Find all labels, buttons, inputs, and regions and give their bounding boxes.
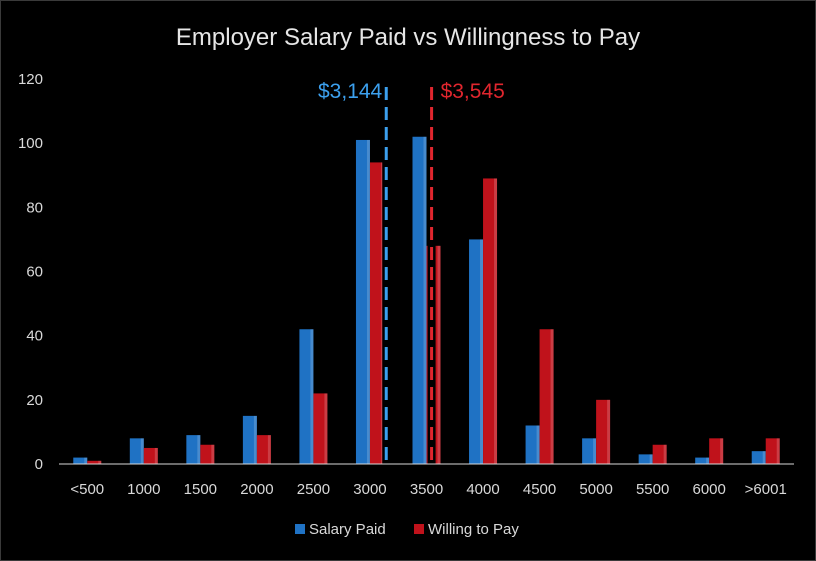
bar-salary-paid bbox=[751, 451, 766, 464]
bar-salary-paid bbox=[186, 435, 201, 464]
bar-highlight bbox=[140, 438, 144, 464]
bar-highlight bbox=[776, 438, 780, 464]
bar-highlight bbox=[154, 447, 158, 464]
x-axis: <500 1000 1500 2000 2500 3000 3500 4000 4500 5000… bbox=[70, 481, 786, 498]
legend-swatch bbox=[414, 524, 424, 534]
x-tick-label: 1000 bbox=[127, 481, 160, 498]
bar-highlight bbox=[536, 425, 540, 464]
bar-highlight bbox=[324, 393, 328, 464]
bar-salary-paid bbox=[73, 457, 88, 464]
bar-salary-paid bbox=[299, 329, 314, 464]
bar-salary-paid bbox=[242, 415, 257, 464]
bar-willing-to-pay bbox=[652, 444, 667, 464]
bar-highlight bbox=[550, 329, 554, 464]
x-tick-label: 4000 bbox=[466, 481, 499, 498]
legend: Salary Paid Willing to Pay bbox=[295, 521, 519, 538]
bar-highlight bbox=[310, 329, 314, 464]
bar-highlight bbox=[253, 415, 257, 464]
bar-highlight bbox=[720, 438, 724, 464]
bar-salary-paid bbox=[695, 457, 710, 464]
bar-highlight bbox=[84, 457, 88, 464]
bar-highlight bbox=[593, 438, 597, 464]
bar-highlight bbox=[98, 460, 102, 464]
x-tick-label: 1500 bbox=[184, 481, 217, 498]
bar-highlight bbox=[197, 435, 201, 464]
bar-willing-to-pay bbox=[539, 329, 554, 464]
y-tick-label: 100 bbox=[18, 135, 43, 152]
x-tick-label: 3000 bbox=[353, 481, 386, 498]
x-tick-label: 5500 bbox=[636, 481, 669, 498]
x-tick-label: >6001 bbox=[745, 481, 787, 498]
x-tick-label: 2500 bbox=[297, 481, 330, 498]
x-tick-label: 3500 bbox=[410, 481, 443, 498]
bar-salary-paid bbox=[582, 438, 597, 464]
bar-willing-to-pay bbox=[765, 438, 780, 464]
x-tick-label: 2000 bbox=[240, 481, 273, 498]
bar-highlight bbox=[437, 245, 441, 464]
bar-highlight bbox=[607, 399, 611, 464]
bars-group bbox=[73, 136, 780, 465]
bar-highlight bbox=[267, 435, 271, 464]
y-tick-label: 80 bbox=[26, 199, 43, 216]
bar-willing-to-pay bbox=[369, 162, 384, 464]
bar-highlight bbox=[762, 451, 766, 464]
bar-salary-paid bbox=[638, 454, 653, 464]
y-tick-label: 120 bbox=[18, 71, 43, 88]
bar-highlight bbox=[663, 444, 667, 464]
bar-highlight bbox=[494, 178, 498, 465]
bar-salary-paid bbox=[525, 425, 540, 464]
chart-title: Employer Salary Paid vs Willingness to P… bbox=[176, 24, 640, 51]
y-tick-label: 0 bbox=[35, 456, 43, 473]
bar-willing-to-pay bbox=[143, 447, 158, 464]
bar-willing-to-pay bbox=[200, 444, 215, 464]
bar-willing-to-pay bbox=[596, 399, 611, 464]
bar-highlight bbox=[649, 454, 653, 464]
bar-willing-to-pay bbox=[87, 460, 102, 464]
legend-swatch bbox=[295, 524, 305, 534]
x-tick-label: 6000 bbox=[693, 481, 726, 498]
y-tick-label: 40 bbox=[26, 328, 43, 345]
bar-willing-to-pay bbox=[256, 435, 271, 464]
bar-willing-to-pay bbox=[313, 393, 328, 464]
y-tick-label: 60 bbox=[26, 264, 43, 281]
y-axis: 0 20 40 60 80 100 120 bbox=[18, 71, 43, 473]
y-tick-label: 20 bbox=[26, 392, 43, 409]
bar-willing-to-pay bbox=[709, 438, 724, 464]
bar-highlight bbox=[211, 444, 215, 464]
bar-highlight bbox=[366, 139, 370, 465]
mean-label: $3,144 bbox=[318, 80, 383, 103]
x-tick-label: 5000 bbox=[579, 481, 612, 498]
bar-salary-paid bbox=[129, 438, 144, 464]
bar-salary-paid bbox=[412, 136, 427, 464]
legend-label: Willing to Pay bbox=[428, 521, 519, 538]
x-tick-label: <500 bbox=[70, 481, 104, 498]
annotations-group: $3,144 $3,545 bbox=[318, 80, 505, 464]
bar-highlight bbox=[480, 239, 484, 464]
bar-highlight bbox=[706, 457, 710, 464]
bar-willing-to-pay bbox=[483, 178, 498, 465]
x-tick-label: 4500 bbox=[523, 481, 556, 498]
bar-salary-paid bbox=[469, 239, 484, 464]
bar-highlight bbox=[423, 136, 427, 464]
bar-salary-paid bbox=[355, 139, 370, 465]
legend-label: Salary Paid bbox=[309, 521, 386, 538]
mean-label: $3,545 bbox=[441, 80, 505, 103]
